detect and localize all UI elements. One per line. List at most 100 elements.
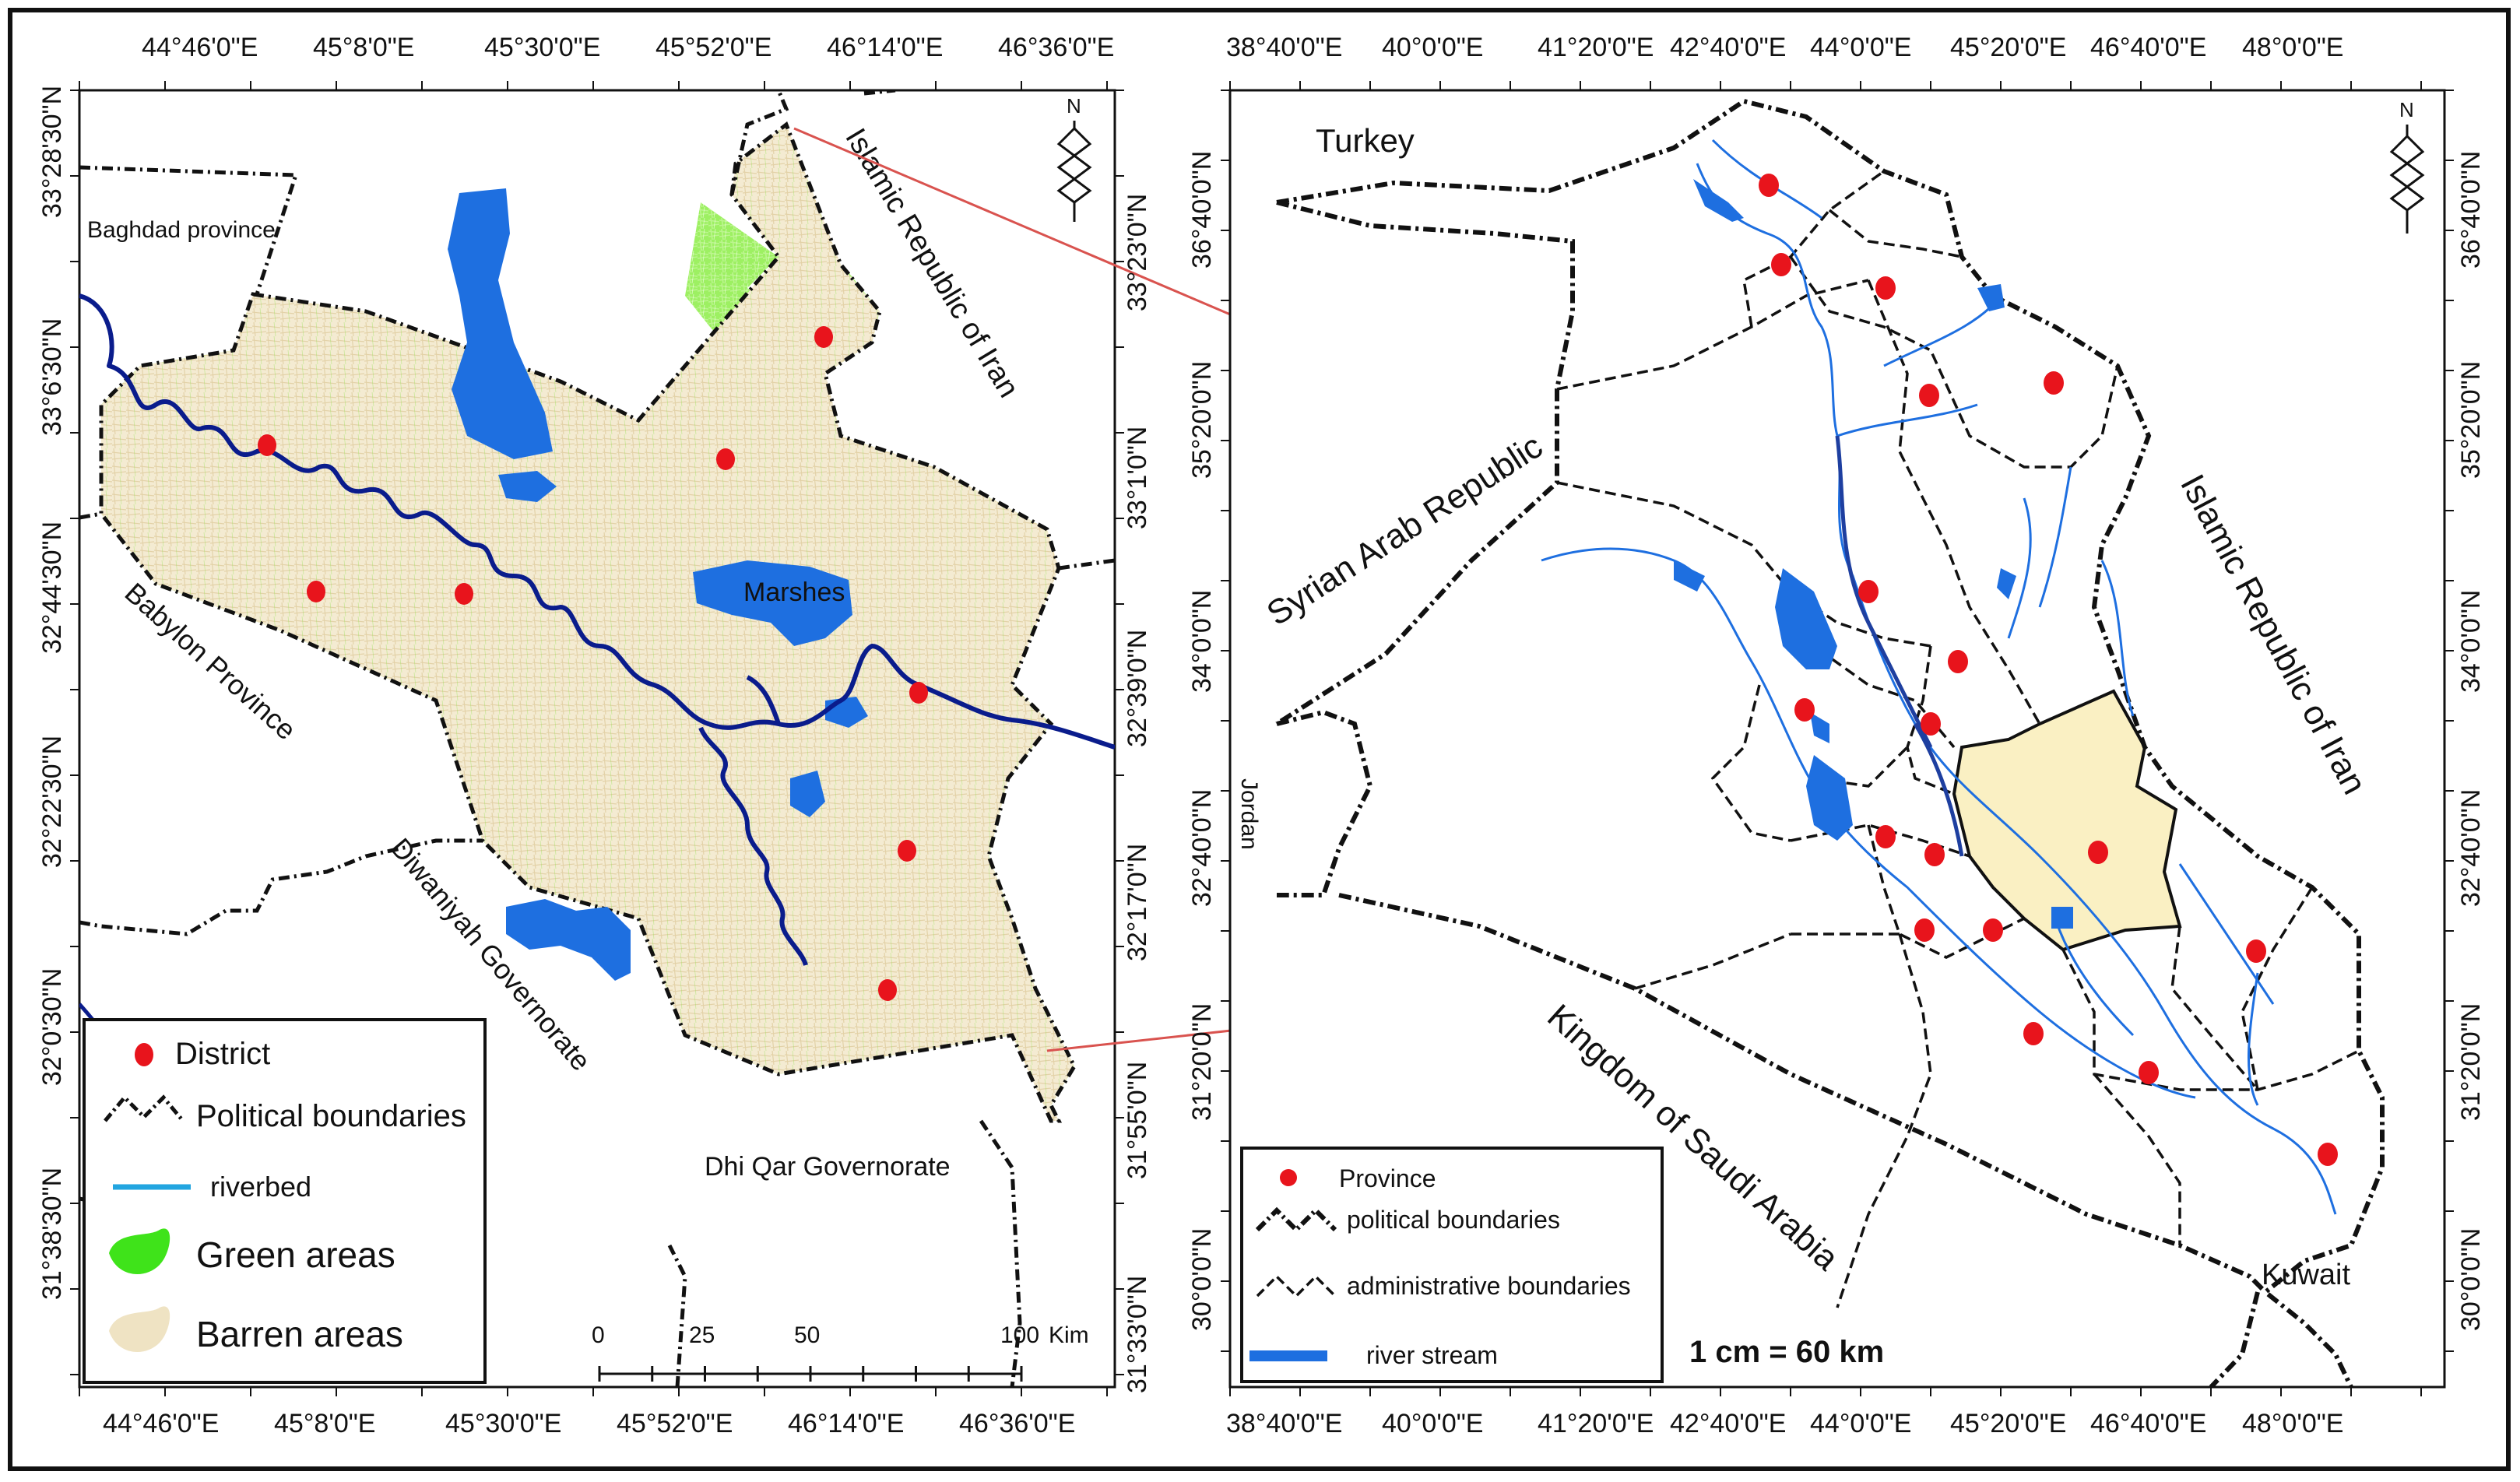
svg-text:31°20'0"N: 31°20'0"N <box>1187 1003 1217 1121</box>
svg-text:38°40'0"E: 38°40'0"E <box>1226 33 1342 62</box>
svg-text:Kim: Kim <box>1049 1322 1089 1348</box>
svg-text:25: 25 <box>689 1322 715 1348</box>
marshes <box>693 560 852 646</box>
svg-text:32°22'30"N: 32°22'30"N <box>37 736 67 868</box>
province-marker <box>2044 371 2064 395</box>
province-marker <box>1924 843 1945 866</box>
lake-derbendikhan <box>1997 568 2016 599</box>
svg-text:50: 50 <box>794 1322 820 1348</box>
svg-text:40°0'0"E: 40°0'0"E <box>1382 1409 1483 1438</box>
label-turkey: Turkey <box>1316 122 1415 159</box>
svg-text:45°30'0"E: 45°30'0"E <box>484 33 600 62</box>
legend-province-symbol <box>1280 1169 1297 1186</box>
svg-text:31°33'0"N: 31°33'0"N <box>1123 1276 1152 1393</box>
lake-tharthar <box>1775 568 1837 669</box>
province-marker <box>2139 1061 2159 1084</box>
district-markers <box>258 326 928 1001</box>
province-marker <box>1983 918 2003 942</box>
svg-text:46°40'0"E: 46°40'0"E <box>2090 33 2206 62</box>
label-baghdad: Baghdad province <box>87 217 276 243</box>
marsh-square <box>2051 907 2073 929</box>
label-dhiqar: Dhi Qar Governorate <box>705 1152 951 1182</box>
district-marker <box>814 326 833 348</box>
right-lat-left: 36°40'0"N 35°20'0"N 34°0'0"N 32°40'0"N 3… <box>1187 151 1217 1331</box>
svg-text:riverbed: riverbed <box>210 1171 311 1203</box>
left-lat-right: 33°23'0"N 33°1'0"N 32°39'0"N 32°17'0"N 3… <box>1123 194 1152 1393</box>
svg-text:45°20'0"E: 45°20'0"E <box>1950 33 2066 62</box>
lake-north <box>448 188 553 459</box>
province-markers <box>1759 174 2338 1166</box>
province-marker <box>2023 1022 2044 1045</box>
district-marker <box>878 979 897 1001</box>
svg-text:N: N <box>2399 98 2414 121</box>
svg-text:31°55'0"N: 31°55'0"N <box>1123 1062 1152 1179</box>
svg-text:Green areas: Green areas <box>196 1234 395 1275</box>
left-map-ticks <box>70 81 1124 1396</box>
river-north-east <box>746 675 781 725</box>
legend-left: District Political boundaries riverbed G… <box>83 1018 487 1384</box>
svg-text:42°40'0"E: 42°40'0"E <box>1670 33 1786 62</box>
svg-text:30°0'0"N: 30°0'0"N <box>1187 1228 1217 1331</box>
province-marker <box>1875 825 1896 848</box>
province-marker <box>1875 276 1896 300</box>
svg-text:46°14'0"E: 46°14'0"E <box>788 1409 904 1438</box>
svg-text:45°52'0"E: 45°52'0"E <box>655 33 771 62</box>
svg-text:35°20'0"N: 35°20'0"N <box>2456 361 2486 479</box>
tigris <box>1696 163 2337 1215</box>
svg-text:0: 0 <box>592 1322 605 1348</box>
province-marker <box>2246 939 2266 963</box>
legend-green-symbol <box>109 1228 170 1274</box>
legend-political-symbol <box>104 1094 185 1122</box>
label-kuwait: Kuwait <box>2262 1259 2350 1291</box>
right-map-ticks <box>1221 81 2454 1396</box>
province-marker <box>1914 918 1935 942</box>
district-marker <box>258 434 276 456</box>
province-marker <box>1759 174 1779 197</box>
left-lon-top: 44°46'0"E 45°8'0"E 45°30'0"E 45°52'0"E 4… <box>142 33 1114 62</box>
lake-small <box>498 471 557 502</box>
svg-text:46°14'0"E: 46°14'0"E <box>827 33 943 62</box>
province-marker <box>1919 384 1939 407</box>
right-main-river-channels <box>1835 435 1964 857</box>
svg-text:48°0'0"E: 48°0'0"E <box>2242 1409 2343 1438</box>
svg-text:32°40'0"N: 32°40'0"N <box>1187 789 1217 907</box>
svg-text:35°20'0"N: 35°20'0"N <box>1187 361 1217 479</box>
svg-text:34°0'0"N: 34°0'0"N <box>2456 590 2486 693</box>
tigris-river <box>79 293 1115 750</box>
svg-text:41°20'0"E: 41°20'0"E <box>1538 1409 1654 1438</box>
lake-southwest <box>506 899 631 981</box>
legend-river-symbol-right <box>1249 1350 1327 1361</box>
svg-text:45°8'0"E: 45°8'0"E <box>313 33 414 62</box>
svg-text:48°0'0"E: 48°0'0"E <box>2242 33 2343 62</box>
svg-text:33°1'0"N: 33°1'0"N <box>1123 427 1152 529</box>
province-marker <box>1771 253 1791 276</box>
province-marker <box>2088 841 2108 864</box>
study-area-highlight <box>1952 689 2182 952</box>
svg-text:46°40'0"E: 46°40'0"E <box>2090 1409 2206 1438</box>
svg-text:40°0'0"E: 40°0'0"E <box>1382 33 1483 62</box>
figure-frame <box>8 8 2511 1471</box>
svg-text:32°44'30"N: 32°44'30"N <box>37 522 67 654</box>
label-marshes: Marshes <box>743 578 845 607</box>
district-marker <box>898 840 916 862</box>
gharraf-river <box>698 726 808 966</box>
left-map: Baghdad province Islamic Republic of Ira… <box>37 33 2181 1438</box>
lake-center <box>790 771 825 817</box>
right-lakes <box>1674 179 2073 929</box>
svg-text:33°6'30"N: 33°6'30"N <box>37 318 67 436</box>
svg-text:36°40'0"N: 36°40'0"N <box>2456 151 2486 269</box>
svg-text:Political boundaries: Political boundaries <box>196 1099 466 1133</box>
svg-text:30°0'0"N: 30°0'0"N <box>2456 1228 2486 1331</box>
right-lon-bottom: 38°40'0"E 40°0'0"E 41°20'0"E 42°40'0"E 4… <box>1226 1409 2343 1438</box>
district-marker <box>307 581 325 602</box>
svg-text:32°0'30"N: 32°0'30"N <box>37 968 67 1086</box>
svg-text:45°20'0"E: 45°20'0"E <box>1950 1409 2066 1438</box>
svg-text:Barren areas: Barren areas <box>196 1314 403 1354</box>
legend-admin-symbol-right <box>1256 1274 1337 1298</box>
svg-text:32°40'0"N: 32°40'0"N <box>2456 789 2486 907</box>
syria-iraq-border <box>1275 200 1575 726</box>
district-marker <box>909 682 928 704</box>
lake-habbaniyah <box>1810 712 1829 743</box>
left-lon-bottom: 44°46'0"E 45°8'0"E 45°30'0"E 45°52'0"E 4… <box>103 1409 1075 1438</box>
